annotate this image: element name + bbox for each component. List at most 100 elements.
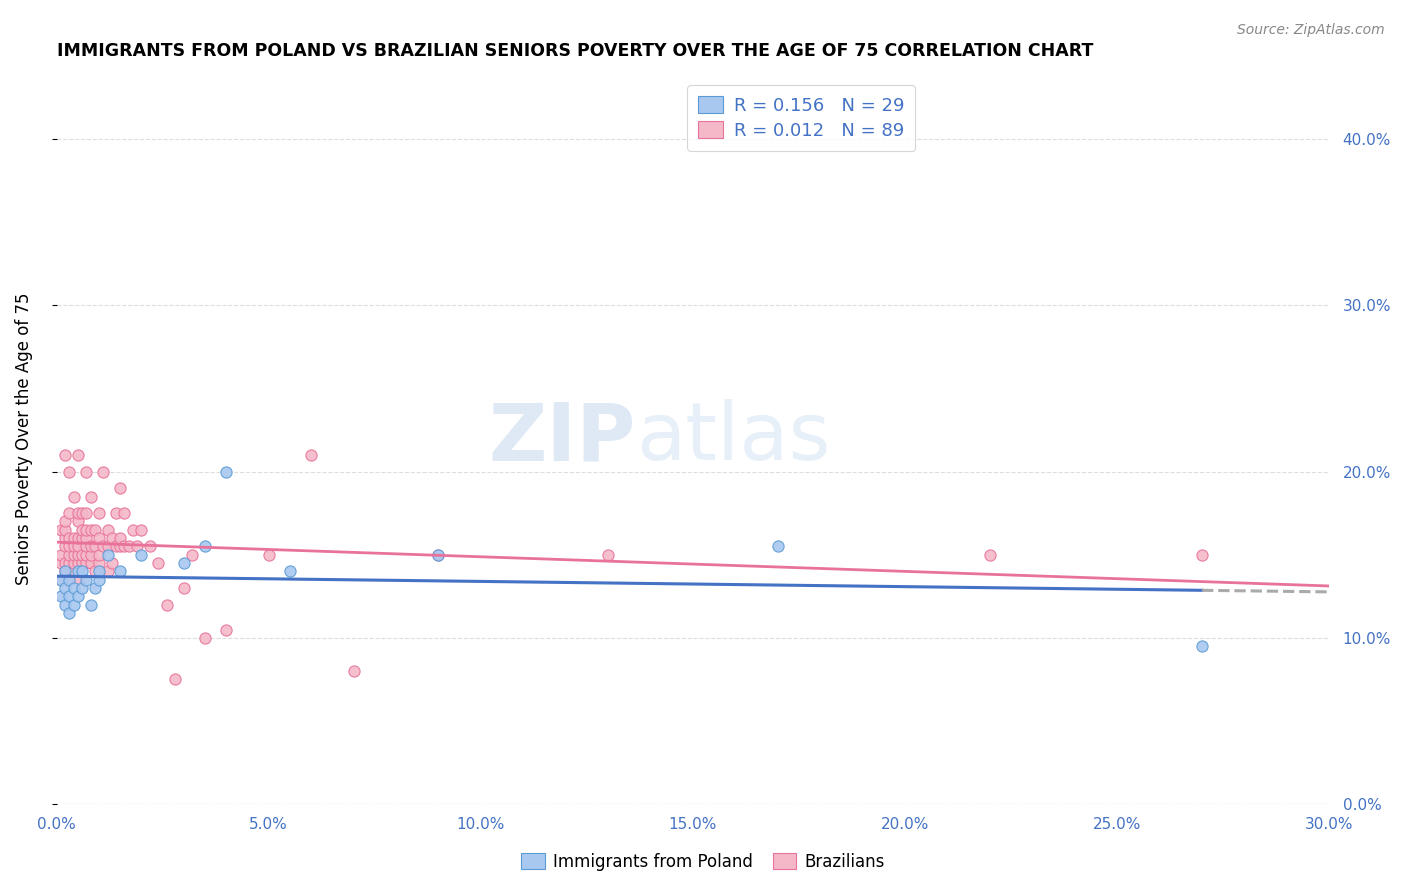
Point — [53, 523, 76, 537]
Point — [91, 465, 114, 479]
Point — [62, 556, 84, 570]
Point — [766, 540, 789, 554]
Point — [118, 540, 141, 554]
Point — [127, 540, 149, 554]
Point — [100, 531, 122, 545]
Point — [96, 565, 118, 579]
Point — [110, 540, 132, 554]
Point — [53, 565, 76, 579]
Point — [173, 556, 195, 570]
Point — [91, 540, 114, 554]
Point — [62, 490, 84, 504]
Point — [53, 556, 76, 570]
Point — [79, 490, 101, 504]
Point — [66, 573, 89, 587]
Point — [66, 590, 89, 604]
Text: Source: ZipAtlas.com: Source: ZipAtlas.com — [1237, 23, 1385, 37]
Point — [53, 515, 76, 529]
Point — [194, 631, 217, 645]
Point — [49, 523, 72, 537]
Point — [83, 581, 105, 595]
Point — [87, 573, 110, 587]
Point — [58, 590, 80, 604]
Point — [122, 523, 145, 537]
Point — [278, 565, 301, 579]
Point — [75, 531, 97, 545]
Point — [114, 540, 136, 554]
Point — [114, 506, 136, 520]
Point — [53, 565, 76, 579]
Point — [105, 540, 128, 554]
Point — [70, 548, 93, 562]
Point — [62, 565, 84, 579]
Text: IMMIGRANTS FROM POLAND VS BRAZILIAN SENIORS POVERTY OVER THE AGE OF 75 CORRELATI: IMMIGRANTS FROM POLAND VS BRAZILIAN SENI… — [56, 42, 1092, 60]
Point — [66, 556, 89, 570]
Point — [62, 548, 84, 562]
Point — [49, 548, 72, 562]
Legend: Immigrants from Poland, Brazilians: Immigrants from Poland, Brazilians — [513, 845, 893, 880]
Point — [70, 531, 93, 545]
Point — [110, 481, 132, 495]
Point — [58, 606, 80, 620]
Point — [75, 465, 97, 479]
Point — [83, 565, 105, 579]
Point — [427, 548, 450, 562]
Point — [49, 556, 72, 570]
Point — [66, 540, 89, 554]
Point — [70, 565, 93, 579]
Point — [79, 548, 101, 562]
Point — [49, 573, 72, 587]
Point — [53, 531, 76, 545]
Point — [194, 540, 217, 554]
Point — [66, 448, 89, 462]
Point — [87, 506, 110, 520]
Point — [110, 565, 132, 579]
Point — [148, 556, 170, 570]
Point — [66, 515, 89, 529]
Point — [427, 548, 450, 562]
Point — [165, 673, 187, 687]
Point — [257, 548, 280, 562]
Point — [87, 531, 110, 545]
Point — [342, 664, 364, 678]
Point — [62, 531, 84, 545]
Point — [83, 540, 105, 554]
Point — [49, 590, 72, 604]
Point — [96, 540, 118, 554]
Point — [215, 623, 238, 637]
Point — [66, 565, 89, 579]
Point — [299, 448, 322, 462]
Y-axis label: Seniors Poverty Over the Age of 75: Seniors Poverty Over the Age of 75 — [15, 292, 32, 584]
Point — [62, 598, 84, 612]
Point — [156, 598, 179, 612]
Point — [70, 556, 93, 570]
Point — [181, 548, 204, 562]
Point — [53, 598, 76, 612]
Point — [105, 506, 128, 520]
Point — [979, 548, 1001, 562]
Point — [79, 540, 101, 554]
Point — [96, 523, 118, 537]
Point — [53, 540, 76, 554]
Point — [75, 573, 97, 587]
Point — [75, 556, 97, 570]
Point — [53, 448, 76, 462]
Point — [66, 506, 89, 520]
Point — [87, 556, 110, 570]
Point — [62, 540, 84, 554]
Point — [49, 573, 72, 587]
Point — [110, 531, 132, 545]
Point — [75, 523, 97, 537]
Point — [75, 548, 97, 562]
Point — [131, 523, 153, 537]
Point — [62, 581, 84, 595]
Point — [58, 548, 80, 562]
Point — [96, 548, 118, 562]
Point — [58, 465, 80, 479]
Point — [100, 556, 122, 570]
Point — [215, 465, 238, 479]
Point — [75, 540, 97, 554]
Point — [79, 523, 101, 537]
Point — [53, 581, 76, 595]
Point — [87, 565, 110, 579]
